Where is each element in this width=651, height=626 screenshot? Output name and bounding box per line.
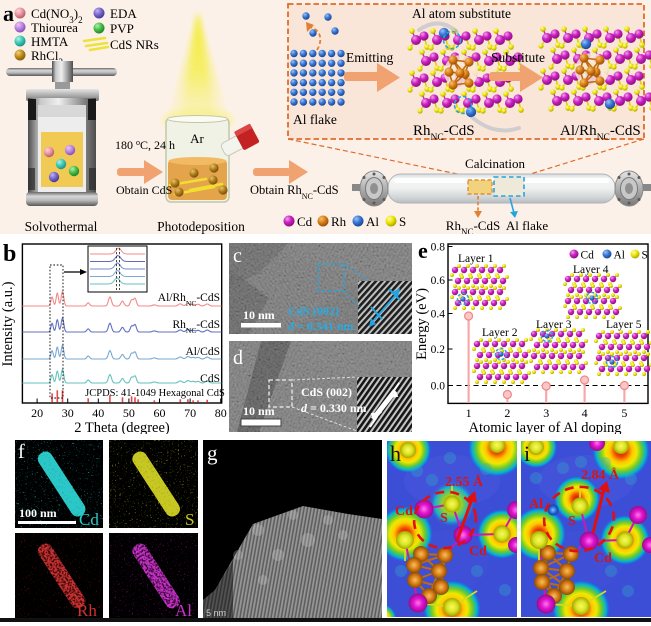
svg-text:Al/CdS: Al/CdS [185,346,220,358]
svg-text:50: 50 [123,406,135,420]
svg-text:10 nm: 10 nm [243,308,275,322]
svg-text:Cd: Cd [297,214,313,229]
svg-text:0.2: 0.2 [431,344,446,356]
svg-text:Emitting: Emitting [346,50,394,65]
svg-text:f: f [18,441,25,463]
svg-text:1: 1 [466,406,472,420]
svg-text:30: 30 [62,406,74,420]
svg-text:S: S [440,511,448,526]
svg-text:e: e [418,238,428,263]
svg-text:Cd: Cd [581,250,595,262]
svg-text:Al: Al [366,214,379,229]
svg-text:Al flake: Al flake [293,112,337,127]
svg-text:d = 0.330 nm: d = 0.330 nm [301,401,367,415]
svg-text:CdS NRs: CdS NRs [110,37,159,52]
svg-text:2.55 Å: 2.55 Å [445,474,484,490]
svg-text:80: 80 [215,406,227,420]
svg-text:HMTA: HMTA [31,34,69,49]
svg-text:2 Theta (degree): 2 Theta (degree) [74,420,170,434]
svg-text:5: 5 [621,406,627,420]
svg-text:Energy (eV): Energy (eV) [415,288,430,360]
svg-text:5 nm: 5 nm [206,608,226,618]
svg-text:Rh: Rh [77,601,97,619]
svg-text:2.84 Å: 2.84 Å [581,467,620,483]
svg-text:Al/RhNC-CdS: Al/RhNC-CdS [158,292,220,308]
svg-text:70: 70 [184,406,196,420]
svg-text:S: S [642,250,648,262]
svg-text:180 oC, 24 h: 180 oC, 24 h [115,138,175,153]
svg-text:c: c [233,245,242,267]
svg-text:i: i [524,441,530,466]
svg-text:Cd: Cd [594,551,612,566]
svg-text:0.6: 0.6 [431,275,446,287]
svg-text:Al flake: Al flake [506,218,548,233]
svg-text:Al: Al [529,497,543,512]
svg-text:Photodeposition: Photodeposition [157,219,245,234]
svg-text:Layer 2: Layer 2 [482,327,518,339]
svg-text:Al: Al [175,601,192,619]
svg-text:EDA: EDA [110,6,137,21]
svg-text:Cd: Cd [469,544,487,559]
svg-text:Obtain RhNC-CdS: Obtain RhNC-CdS [250,183,339,201]
svg-text:Atomic layer of Al doping: Atomic layer of Al doping [468,420,621,434]
svg-text:d = 0.341 nm: d = 0.341 nm [288,319,354,333]
svg-text:20: 20 [31,406,43,420]
svg-text:0.8: 0.8 [431,242,446,254]
svg-text:Al/RhNC-CdS: Al/RhNC-CdS [560,123,641,143]
svg-text:10 nm: 10 nm [243,404,275,418]
svg-text:b: b [3,241,16,267]
svg-text:d: d [233,347,243,369]
svg-text:4: 4 [582,406,588,420]
svg-text:3: 3 [543,406,549,420]
svg-text:100 nm: 100 nm [19,506,57,520]
svg-text:Thiourea: Thiourea [31,20,78,35]
svg-text:Layer 5: Layer 5 [606,319,642,331]
svg-text:Layer 4: Layer 4 [573,264,609,276]
svg-text:2: 2 [504,406,510,420]
svg-text:Cd: Cd [79,510,99,528]
svg-text:RhNC-CdS: RhNC-CdS [446,218,500,234]
svg-text:Al atom substitute: Al atom substitute [412,6,511,21]
svg-text:Intensity (a.u.): Intensity (a.u.) [0,281,16,366]
svg-text:CdS: CdS [200,373,220,385]
svg-text:RhNC-CdS: RhNC-CdS [173,319,221,335]
svg-text:Al: Al [614,250,626,262]
svg-text:40: 40 [92,406,104,420]
svg-text:Ar: Ar [190,131,204,146]
svg-text:Solvothermal: Solvothermal [25,219,98,234]
svg-text:h: h [390,441,401,466]
svg-text:CdS (002): CdS (002) [301,385,352,399]
svg-text:PVP: PVP [110,21,134,36]
svg-text:S: S [568,514,576,529]
svg-text:S: S [399,214,406,229]
svg-text:Obtain CdS: Obtain CdS [116,183,172,197]
svg-text:RhNC-CdS: RhNC-CdS [413,123,475,143]
svg-text:a: a [3,1,14,26]
svg-text:CdS (002): CdS (002) [288,304,339,318]
svg-text:Rh: Rh [331,214,347,229]
svg-text:Substitute: Substitute [491,50,545,65]
svg-text:g: g [207,441,218,465]
svg-text:60: 60 [154,406,166,420]
svg-text:S: S [185,510,194,528]
svg-text:0.0: 0.0 [431,381,446,393]
svg-text:0.4: 0.4 [431,309,446,321]
svg-text:Layer 3: Layer 3 [536,319,572,331]
svg-text:Cd: Cd [395,504,413,519]
svg-text:Layer 1: Layer 1 [458,253,494,265]
svg-text:Calcination: Calcination [465,156,525,171]
svg-text:JCPDS: 41-1049 Hexagonal CdS: JCPDS: 41-1049 Hexagonal CdS [85,388,225,399]
